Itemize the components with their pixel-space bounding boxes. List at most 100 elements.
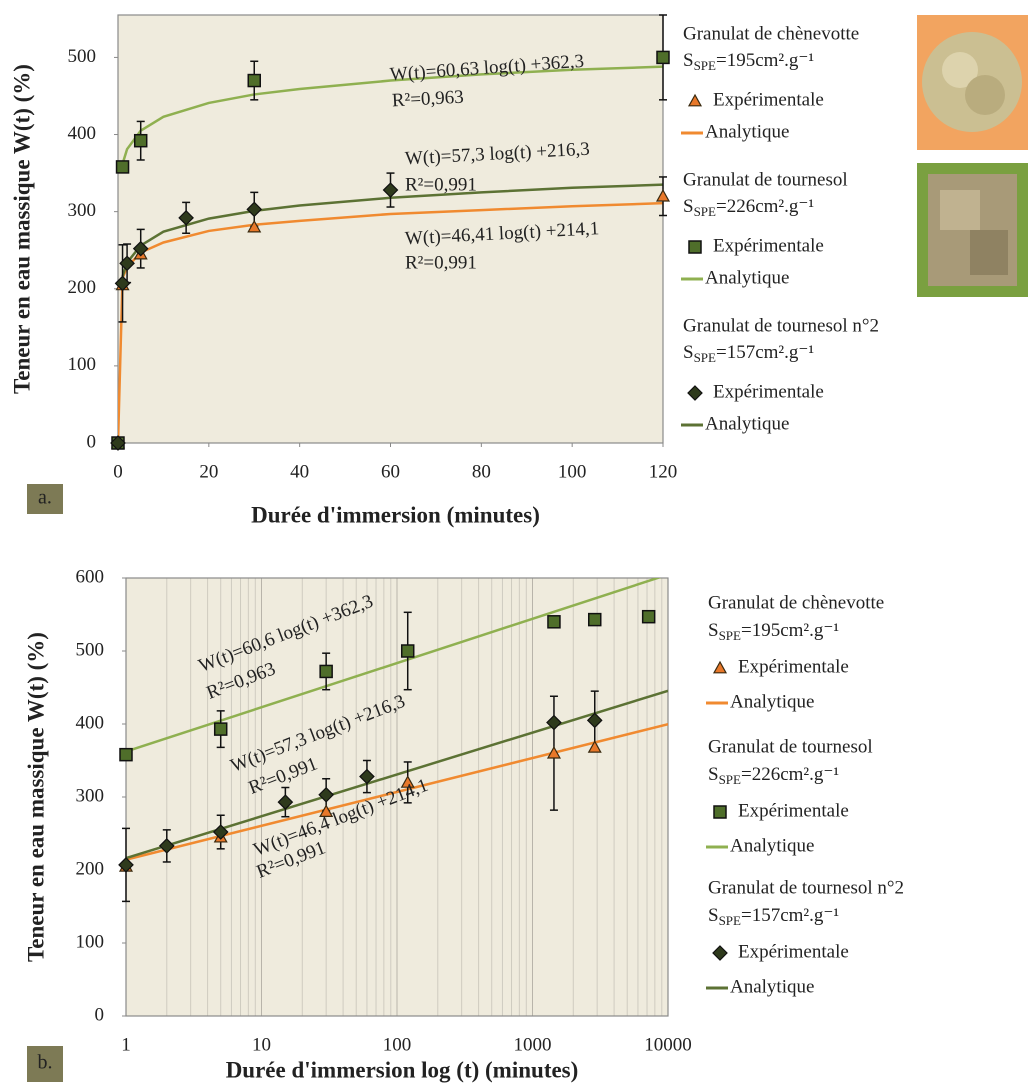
marker [319,804,334,818]
marker [547,615,561,629]
surface-subscript: SPE [719,628,741,643]
marker [400,644,415,658]
x-tick-label: 60 [381,461,400,482]
marker [656,50,670,65]
surface-subscript: SPE [694,58,716,73]
x-tick-label: 1 [121,1034,131,1055]
photo-tournesol [917,163,1028,297]
marker [110,435,126,451]
fit-line [126,578,662,753]
marker [115,160,130,174]
annotation: R²=0,991 [405,174,477,195]
marker [132,240,149,257]
legend-marker [713,805,727,819]
legend-title: Granulat de tournesol [683,169,848,190]
legend-label: Analytique [705,413,789,434]
y-axis-title: Teneur en eau massique W(t) (%) [9,64,34,394]
photo-chenevotte [917,15,1028,150]
legend-label: Expérimentale [738,941,849,962]
marker [133,133,148,148]
x-tick-label: 0 [113,461,123,482]
legend-title: Granulat de chènevotte [683,23,859,44]
surface-value: =157cm².g⁻¹ [716,342,814,363]
legend-label: Analytique [730,691,814,712]
marker [587,740,602,753]
x-tick-label: 10 [252,1034,271,1055]
fit-line [126,723,668,861]
panel-label: b. [38,1052,53,1074]
surface-value: =226cm².g⁻¹ [741,764,839,785]
surface-symbol: S [683,50,694,71]
surface-value: =226cm².g⁻¹ [716,196,814,217]
legend-marker [687,385,703,401]
marker [158,838,175,854]
marker [212,824,229,840]
surface-value: =195cm².g⁻¹ [716,50,814,71]
x-tick-label: 100 [383,1034,412,1055]
surface-symbol: S [683,196,694,217]
legend-title: Granulat de tournesol [708,736,873,757]
legend-label: Expérimentale [738,656,849,677]
panel-label-box [27,484,63,514]
marker [655,188,671,202]
plot-area [118,15,663,443]
legend-surface: SSPE=226cm².g⁻¹ [683,196,814,219]
legend-title: Granulat de tournesol n°2 [683,315,879,336]
plot-border [125,577,669,1017]
legend-marker [688,240,702,254]
marker [318,786,334,803]
marker [213,722,228,736]
y-tick-label: 0 [95,1004,105,1025]
marker [400,775,415,788]
legend-label: Expérimentale [713,89,824,110]
legend-marker [712,945,728,961]
y-tick-label: 300 [76,785,105,806]
legend-surface: SSPE=195cm².g⁻¹ [708,620,839,643]
legend-surface: SSPE=226cm².g⁻¹ [708,764,839,787]
y-tick-label: 400 [76,712,105,733]
marker [546,714,562,731]
x-tick-label: 40 [290,461,309,482]
marker [119,747,133,762]
legend-label: Analytique [705,267,789,288]
x-tick-label: 100 [558,461,587,482]
marker [178,209,194,226]
marker [246,201,263,218]
y-tick-label: 100 [68,354,97,375]
y-tick-label: 300 [68,200,97,221]
marker [114,275,131,292]
marker [359,768,375,785]
legend-label: Analytique [730,835,814,856]
x-tick-label: 20 [199,461,218,482]
annotation: R²=0,963 [391,87,464,112]
y-tick-label: 600 [76,566,105,587]
legend-label: Expérimentale [738,800,849,821]
panel-label-box [27,1046,63,1082]
legend-label: Analytique [705,121,789,142]
legend-marker [712,660,728,674]
legend-title: Granulat de tournesol n°2 [708,877,904,898]
marker [319,664,333,679]
annotation: R²=0,991 [405,252,477,273]
surface-value: =157cm².g⁻¹ [741,905,839,926]
y-tick-label: 400 [68,123,97,144]
y-axis-title: Teneur en eau massique W(t) (%) [23,632,48,962]
marker [641,609,656,624]
x-tick-label: 80 [472,461,491,482]
legend-title: Granulat de chènevotte [708,592,884,613]
surface-subscript: SPE [719,913,741,928]
surface-symbol: S [683,342,694,363]
y-tick-label: 500 [68,46,97,67]
surface-subscript: SPE [694,350,716,365]
y-tick-label: 0 [87,431,97,452]
legend-surface: SSPE=157cm².g⁻¹ [708,905,839,928]
y-tick-label: 500 [76,639,105,660]
marker [277,794,294,810]
legend-label: Analytique [730,976,814,997]
surface-symbol: S [708,764,719,785]
surface-subscript: SPE [694,204,716,219]
plot-border [117,14,664,444]
surface-symbol: S [708,620,719,641]
surface-subscript: SPE [719,772,741,787]
